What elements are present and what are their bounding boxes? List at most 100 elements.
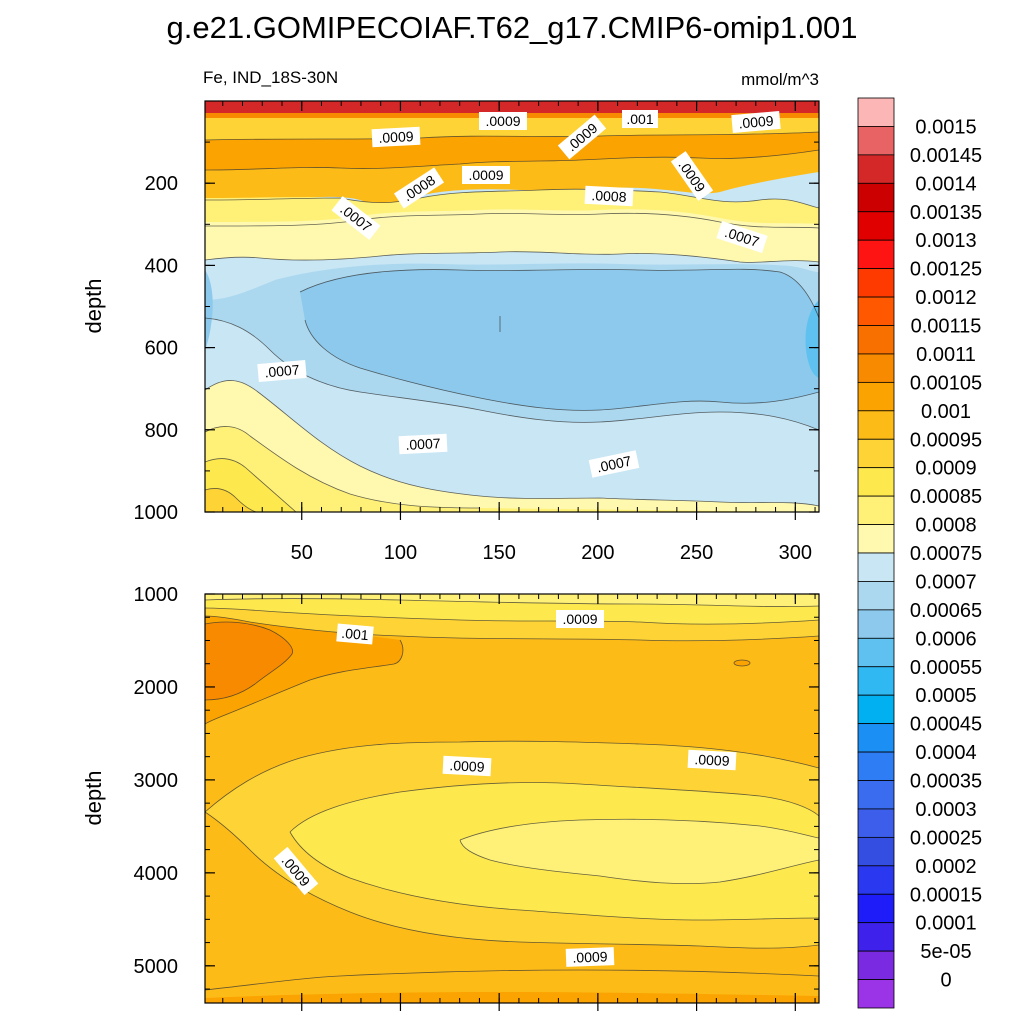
contour-label: .0007 bbox=[595, 452, 633, 475]
lower-contour-labels: .001 .0009 .0009 .0009 .0009 .0009 bbox=[273, 610, 737, 967]
upper-y-axis: depth 200 400 600 800 1000 bbox=[81, 100, 819, 524]
colorbar-box bbox=[857, 154, 895, 184]
colorbar-box bbox=[857, 836, 895, 867]
colorbar-label: 0.0007 bbox=[915, 571, 976, 593]
x-tick-label: 150 bbox=[482, 542, 515, 564]
colorbar-box bbox=[857, 893, 895, 924]
colorbar-box bbox=[857, 723, 895, 753]
colorbar-label: 0.00115 bbox=[911, 316, 982, 338]
contour-label: .001 bbox=[341, 625, 370, 643]
colorbar-box bbox=[857, 410, 895, 440]
colorbar-box bbox=[857, 780, 895, 810]
contour-label: .0009 bbox=[378, 128, 414, 146]
colorbar-label: 0.0009 bbox=[915, 458, 976, 480]
colorbar-label: 0.00055 bbox=[910, 657, 982, 679]
x-tick-label: 50 bbox=[291, 542, 313, 564]
colorbar-label: 0.0011 bbox=[916, 344, 976, 366]
colorbar-label: 0.0014 bbox=[915, 173, 976, 195]
colorbar-label: 0.0002 bbox=[915, 856, 976, 878]
colorbar-label: 0.0013 bbox=[915, 230, 976, 252]
colorbar-box bbox=[857, 524, 895, 554]
colorbar-box bbox=[857, 495, 895, 525]
colorbar-box bbox=[857, 325, 895, 355]
y-tick-label: 5000 bbox=[134, 956, 179, 978]
colorbar-label: 0.00015 bbox=[910, 884, 982, 906]
colorbar-box bbox=[857, 467, 895, 497]
colorbar-label: 0.00045 bbox=[910, 714, 982, 736]
colorbar-label: 0.0001 bbox=[915, 913, 976, 935]
colorbar-box bbox=[857, 353, 895, 383]
y-tick-label: 600 bbox=[145, 338, 178, 360]
contour-label: .0009 bbox=[562, 611, 597, 627]
colorbar-box bbox=[857, 694, 895, 725]
colorbar-box bbox=[857, 381, 895, 412]
contour-label: .0009 bbox=[738, 112, 775, 131]
upper-y-axis-label: depth bbox=[81, 278, 106, 333]
colorbar-box bbox=[857, 609, 895, 639]
contour-label: .0009 bbox=[694, 751, 730, 769]
chart-title: g.e21.GOMIPECOIAF.T62_g17.CMIP6-omip1.00… bbox=[167, 10, 858, 45]
colorbar-box bbox=[857, 296, 895, 326]
colorbar-box bbox=[857, 239, 895, 270]
y-tick-label: 200 bbox=[145, 173, 178, 195]
colorbar-label: 0.0008 bbox=[915, 515, 976, 537]
lower-panel-field bbox=[205, 594, 819, 1003]
colorbar-label: 0.0005 bbox=[915, 685, 976, 707]
upper-contour-labels: .0009 .0009 .0009 .001 .0009 .0009 .0008… bbox=[257, 110, 781, 478]
surface-max-band bbox=[205, 101, 819, 115]
colorbar-label: 0.00075 bbox=[910, 543, 982, 565]
colorbar-label: 0.0012 bbox=[915, 287, 976, 309]
units-label: mmol/m^3 bbox=[741, 70, 819, 89]
colorbar-box bbox=[857, 97, 895, 127]
colorbar-box bbox=[857, 637, 895, 668]
y-tick-label: 4000 bbox=[134, 863, 179, 885]
contour-label: .0009 bbox=[468, 167, 503, 183]
colorbar-label: 0.00125 bbox=[910, 259, 982, 281]
y-tick-label: 2000 bbox=[134, 677, 179, 699]
x-tick-label: 300 bbox=[779, 542, 812, 564]
upper-panel-field bbox=[205, 101, 819, 512]
colorbar-box bbox=[857, 950, 895, 980]
y-tick-label: 800 bbox=[145, 420, 178, 442]
colorbar-label: 0.00095 bbox=[910, 429, 982, 451]
colorbar-label: 0.0004 bbox=[915, 742, 976, 764]
contour-label: .0007 bbox=[405, 435, 441, 453]
colorbar-box bbox=[857, 922, 895, 952]
colorbar-label: 0.00025 bbox=[910, 827, 982, 849]
y-tick-label: 400 bbox=[145, 255, 178, 277]
colorbar-box bbox=[857, 126, 895, 156]
colorbar-label: 5e-05 bbox=[920, 941, 971, 963]
colorbar-box bbox=[857, 211, 895, 241]
y-tick-label: 1000 bbox=[134, 502, 179, 524]
colorbar-box bbox=[857, 581, 895, 611]
colorbar-label: 0.00065 bbox=[910, 600, 982, 622]
colorbar-label: 0.0003 bbox=[915, 799, 976, 821]
lower-plot-frame bbox=[204, 593, 820, 1004]
colorbar-box bbox=[857, 552, 895, 582]
y-tick-label: 1000 bbox=[134, 584, 179, 606]
colorbar-box bbox=[857, 666, 895, 696]
colorbar-box bbox=[857, 751, 895, 781]
colorbar-box bbox=[857, 182, 895, 213]
colorbar-label: 0 bbox=[940, 970, 951, 992]
colorbar-box bbox=[857, 438, 895, 469]
lower-x-axis bbox=[222, 594, 816, 1011]
lower-y-axis: depth 1000 2000 3000 4000 5000 bbox=[81, 584, 819, 990]
x-tick-label: 200 bbox=[581, 542, 614, 564]
contour-label: .0009 bbox=[485, 113, 520, 129]
colorbar-box bbox=[857, 808, 895, 838]
contour-label: .0009 bbox=[572, 948, 608, 965]
x-tick-label: 250 bbox=[680, 542, 713, 564]
colorbar-box bbox=[857, 979, 895, 1009]
colorbar-label: 0.001 bbox=[921, 401, 971, 423]
colorbar-label: 0.0006 bbox=[915, 628, 976, 650]
colorbar-label: 0.00135 bbox=[910, 202, 982, 224]
upper-x-axis: 50 100 150 200 250 300 bbox=[222, 101, 816, 564]
variable-label: Fe, IND_18S-30N bbox=[203, 68, 338, 87]
colorbar-label: 0.00105 bbox=[910, 372, 982, 394]
colorbar: 0.0015 0.00145 0.0014 0.00135 0.0013 0.00125 0… bbox=[857, 97, 982, 1009]
lower-y-axis-label: depth bbox=[81, 770, 106, 825]
colorbar-label: 0.00085 bbox=[910, 486, 982, 508]
x-tick-label: 100 bbox=[384, 542, 417, 564]
